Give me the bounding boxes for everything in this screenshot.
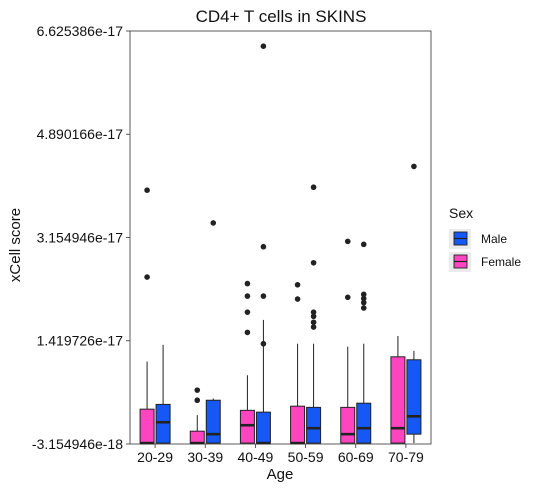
box-female-70-79 (390, 335, 406, 444)
box-female-50-59 (290, 282, 306, 445)
x-tick-label: 50-59 (288, 449, 324, 465)
x-tick-label: 20-29 (137, 449, 173, 465)
box-iqr (390, 356, 406, 444)
box-iqr (155, 403, 171, 444)
x-axis-label: Age (267, 466, 294, 483)
outlier-point (360, 291, 367, 298)
legend-label: Male (481, 232, 507, 246)
box-male-60-69 (356, 241, 372, 444)
box-female-40-49 (239, 280, 255, 444)
box-iqr (205, 399, 221, 444)
outlier-point (344, 294, 351, 301)
outlier-point (244, 280, 251, 287)
y-tick-label: 3.154946e-17 (37, 229, 124, 245)
outlier-point (194, 387, 201, 393)
plot-panel (129, 30, 432, 445)
outlier-point (144, 187, 150, 193)
box-female-20-29 (139, 187, 155, 445)
outlier-point (194, 397, 201, 404)
x-axis: 20-29 30-39 40-49 50-59 60-69 70-79 (137, 444, 424, 465)
box-iqr (406, 359, 422, 435)
outlier-point (310, 259, 317, 266)
box-male-40-49 (255, 43, 271, 445)
outlier-point (144, 274, 150, 280)
outlier-point (360, 241, 367, 248)
outlier-point (360, 295, 367, 302)
outlier-point (294, 296, 301, 302)
y-tick-label: 1.419726e-17 (37, 333, 124, 349)
outlier-point (360, 305, 367, 311)
outlier-point (210, 220, 217, 226)
legend-entry-female: Female (449, 252, 521, 272)
legend-entry-male: Male (449, 229, 507, 249)
outlier-point (310, 313, 317, 320)
outlier-point (310, 309, 317, 315)
box-iqr (356, 402, 372, 444)
box-iqr (189, 430, 205, 444)
y-tick-label: 4.890166e-17 (37, 126, 124, 142)
outlier-point (310, 184, 317, 191)
box-iqr (290, 405, 306, 444)
box-male-50-59 (306, 184, 322, 444)
x-tick-label: 70-79 (388, 449, 424, 465)
x-tick-label: 30-39 (187, 449, 223, 465)
outlier-point (260, 340, 267, 347)
outlier-point (411, 163, 417, 170)
y-tick-label: -3.154946e-18 (32, 436, 123, 452)
x-tick-label: 40-49 (238, 449, 274, 465)
box-iqr (239, 409, 255, 444)
outlier-point (310, 324, 317, 330)
box-iqr (340, 406, 356, 444)
legend-title: Sex (449, 205, 473, 221)
box-layer (139, 43, 422, 445)
y-axis: -3.154946e-18 1.419726e-17 3.154946e-17 4.8… (32, 23, 130, 452)
outlier-point (344, 238, 351, 245)
legend-label: Female (481, 255, 521, 269)
outlier-point (294, 282, 301, 288)
outlier-point (260, 43, 267, 49)
outlier-point (244, 329, 251, 336)
y-tick-label: 6.625386e-17 (37, 23, 124, 39)
legend: Sex Male Female (449, 205, 521, 272)
y-axis-label: xCell score (7, 208, 24, 282)
outlier-point (310, 319, 317, 326)
box-iqr (139, 408, 155, 444)
box-male-20-29 (155, 344, 171, 444)
outlier-point (260, 243, 267, 250)
box-female-60-69 (340, 238, 356, 444)
box-iqr (255, 411, 271, 444)
chart-title: CD4+ T cells in SKINS (196, 7, 367, 26)
x-tick-label: 60-69 (338, 449, 374, 465)
outlier-point (260, 293, 267, 299)
outlier-point (244, 309, 251, 315)
box-male-70-79 (406, 163, 422, 444)
box-female-30-39 (189, 387, 205, 445)
outlier-point (360, 299, 367, 306)
box-iqr (306, 406, 322, 444)
box-male-30-39 (205, 220, 221, 444)
outlier-point (244, 293, 251, 299)
